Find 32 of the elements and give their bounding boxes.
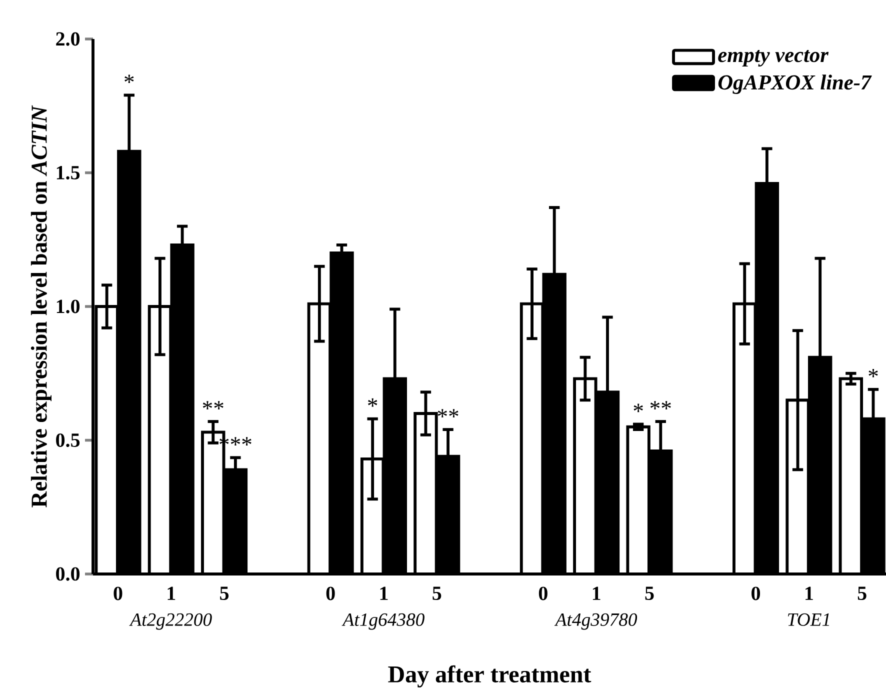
data-label: ** bbox=[650, 401, 671, 410]
y-tick-label: 1.0 bbox=[56, 300, 80, 314]
x-tick-label: 1 bbox=[168, 586, 176, 600]
x-tick-label: 0 bbox=[114, 586, 122, 600]
x-tick-label: 1 bbox=[380, 586, 388, 600]
x-tick-label: 0 bbox=[752, 586, 760, 600]
x-tick-label: 5 bbox=[220, 586, 229, 600]
text: At1g64380 bbox=[342, 613, 424, 630]
x-tick-label: 0 bbox=[326, 586, 335, 600]
data-label: * bbox=[124, 74, 134, 84]
legend-label: OgAPXOX line-7 bbox=[718, 74, 872, 94]
x-tick-label: 5 bbox=[858, 586, 866, 600]
y-tick-label: 0.5 bbox=[56, 433, 80, 448]
x-tick-label: 5 bbox=[645, 586, 654, 600]
data-label: * bbox=[634, 404, 643, 412]
y-tick-label: 2.0 bbox=[56, 32, 80, 46]
text: At4g39780 bbox=[554, 613, 638, 630]
data-label: * bbox=[368, 398, 378, 407]
text: At2g22200 bbox=[129, 613, 212, 630]
x-tick-label: 5 bbox=[432, 586, 442, 600]
data-label: ** bbox=[438, 409, 458, 418]
x-axis-title: Day after treatment bbox=[388, 665, 592, 688]
data-label: * bbox=[868, 368, 878, 378]
x-tick-label: 1 bbox=[592, 586, 600, 600]
x-tick-label: 1 bbox=[806, 586, 813, 600]
legend-label: empty vector bbox=[718, 50, 829, 67]
x-tick-label: 0 bbox=[538, 586, 548, 600]
y-tick-label: 1.5 bbox=[56, 166, 80, 180]
data-label: ** bbox=[202, 401, 224, 410]
y-tick-label: 0.0 bbox=[56, 567, 80, 581]
text: TOE1 bbox=[788, 613, 830, 626]
y-axis-title: Relative expression level based on ACTIN bbox=[30, 105, 52, 508]
